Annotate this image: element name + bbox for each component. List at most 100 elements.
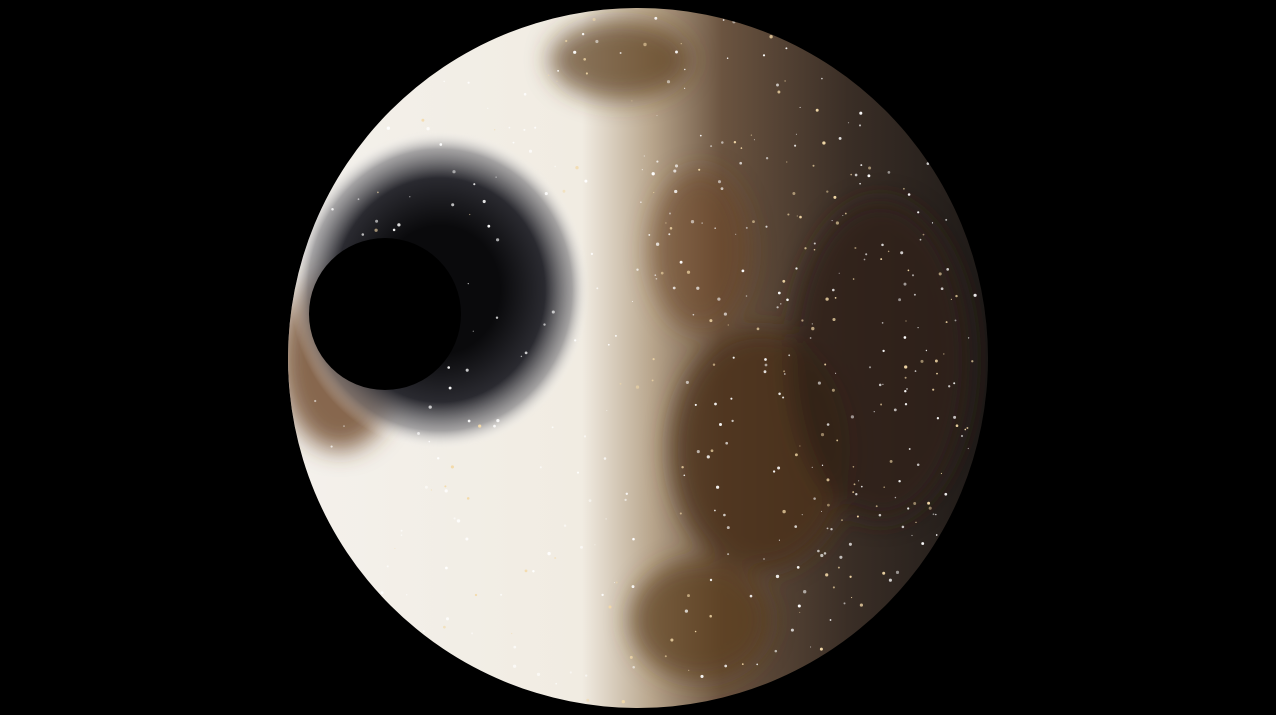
star — [544, 192, 548, 196]
star — [856, 515, 859, 518]
star — [850, 173, 853, 176]
star — [973, 293, 977, 297]
star — [955, 294, 958, 298]
star — [469, 213, 471, 216]
star — [722, 19, 725, 21]
star — [732, 356, 735, 359]
star — [799, 215, 802, 219]
star — [343, 425, 345, 427]
star — [500, 593, 503, 596]
star — [868, 366, 872, 369]
star — [785, 47, 788, 50]
star — [733, 141, 737, 144]
star — [465, 368, 469, 372]
star — [614, 582, 616, 584]
star — [894, 496, 897, 499]
star — [967, 447, 969, 450]
star — [674, 164, 679, 168]
star — [908, 448, 911, 450]
star — [445, 566, 448, 570]
star — [852, 491, 855, 494]
star — [648, 233, 651, 236]
star — [523, 128, 526, 131]
star — [629, 655, 633, 659]
star — [314, 399, 317, 403]
star — [690, 220, 695, 224]
star — [745, 226, 748, 229]
star — [914, 370, 917, 372]
star — [826, 478, 830, 482]
star — [524, 351, 528, 355]
star — [948, 385, 951, 388]
star — [887, 171, 891, 174]
star — [919, 238, 922, 241]
star — [907, 193, 911, 196]
star — [374, 228, 378, 232]
lensed-sky — [288, 8, 988, 708]
star — [849, 575, 852, 578]
star — [482, 199, 486, 204]
star — [880, 258, 883, 261]
star — [513, 645, 517, 649]
star — [932, 388, 935, 391]
star — [452, 170, 456, 174]
star — [778, 539, 780, 541]
star — [911, 534, 913, 537]
star — [832, 317, 836, 322]
star — [936, 417, 940, 420]
star — [716, 485, 720, 489]
star — [681, 465, 684, 469]
star — [724, 664, 728, 668]
star — [727, 324, 729, 326]
star — [749, 594, 753, 598]
star — [473, 183, 476, 186]
star — [971, 360, 974, 363]
star — [467, 419, 471, 423]
star — [607, 343, 610, 346]
star — [916, 463, 920, 467]
star — [467, 81, 470, 84]
star — [717, 180, 722, 184]
star — [700, 674, 704, 678]
star — [776, 83, 779, 87]
star — [756, 327, 760, 331]
star — [487, 107, 489, 109]
star — [495, 176, 497, 178]
star — [820, 553, 824, 558]
star — [966, 427, 969, 429]
star — [444, 485, 447, 488]
star — [829, 619, 832, 621]
star — [824, 363, 827, 366]
star — [487, 224, 491, 228]
star — [580, 545, 583, 549]
star — [765, 157, 769, 160]
star — [660, 271, 664, 275]
star — [917, 326, 919, 329]
star — [882, 349, 885, 353]
star — [860, 164, 863, 167]
star — [714, 402, 717, 406]
star — [859, 111, 863, 115]
star — [873, 411, 875, 413]
star — [878, 513, 882, 517]
star — [826, 190, 829, 193]
star — [428, 405, 432, 409]
star — [380, 591, 384, 595]
star — [670, 638, 674, 642]
star — [632, 537, 635, 541]
star — [635, 385, 640, 389]
star — [901, 525, 905, 529]
star — [854, 246, 857, 250]
star — [960, 434, 964, 438]
star — [474, 593, 478, 597]
star — [792, 192, 796, 195]
star — [453, 517, 456, 520]
star — [882, 383, 884, 385]
star — [826, 527, 829, 530]
star — [776, 306, 779, 309]
star — [710, 449, 714, 453]
star — [938, 272, 942, 276]
star — [782, 279, 786, 283]
star — [619, 52, 622, 54]
